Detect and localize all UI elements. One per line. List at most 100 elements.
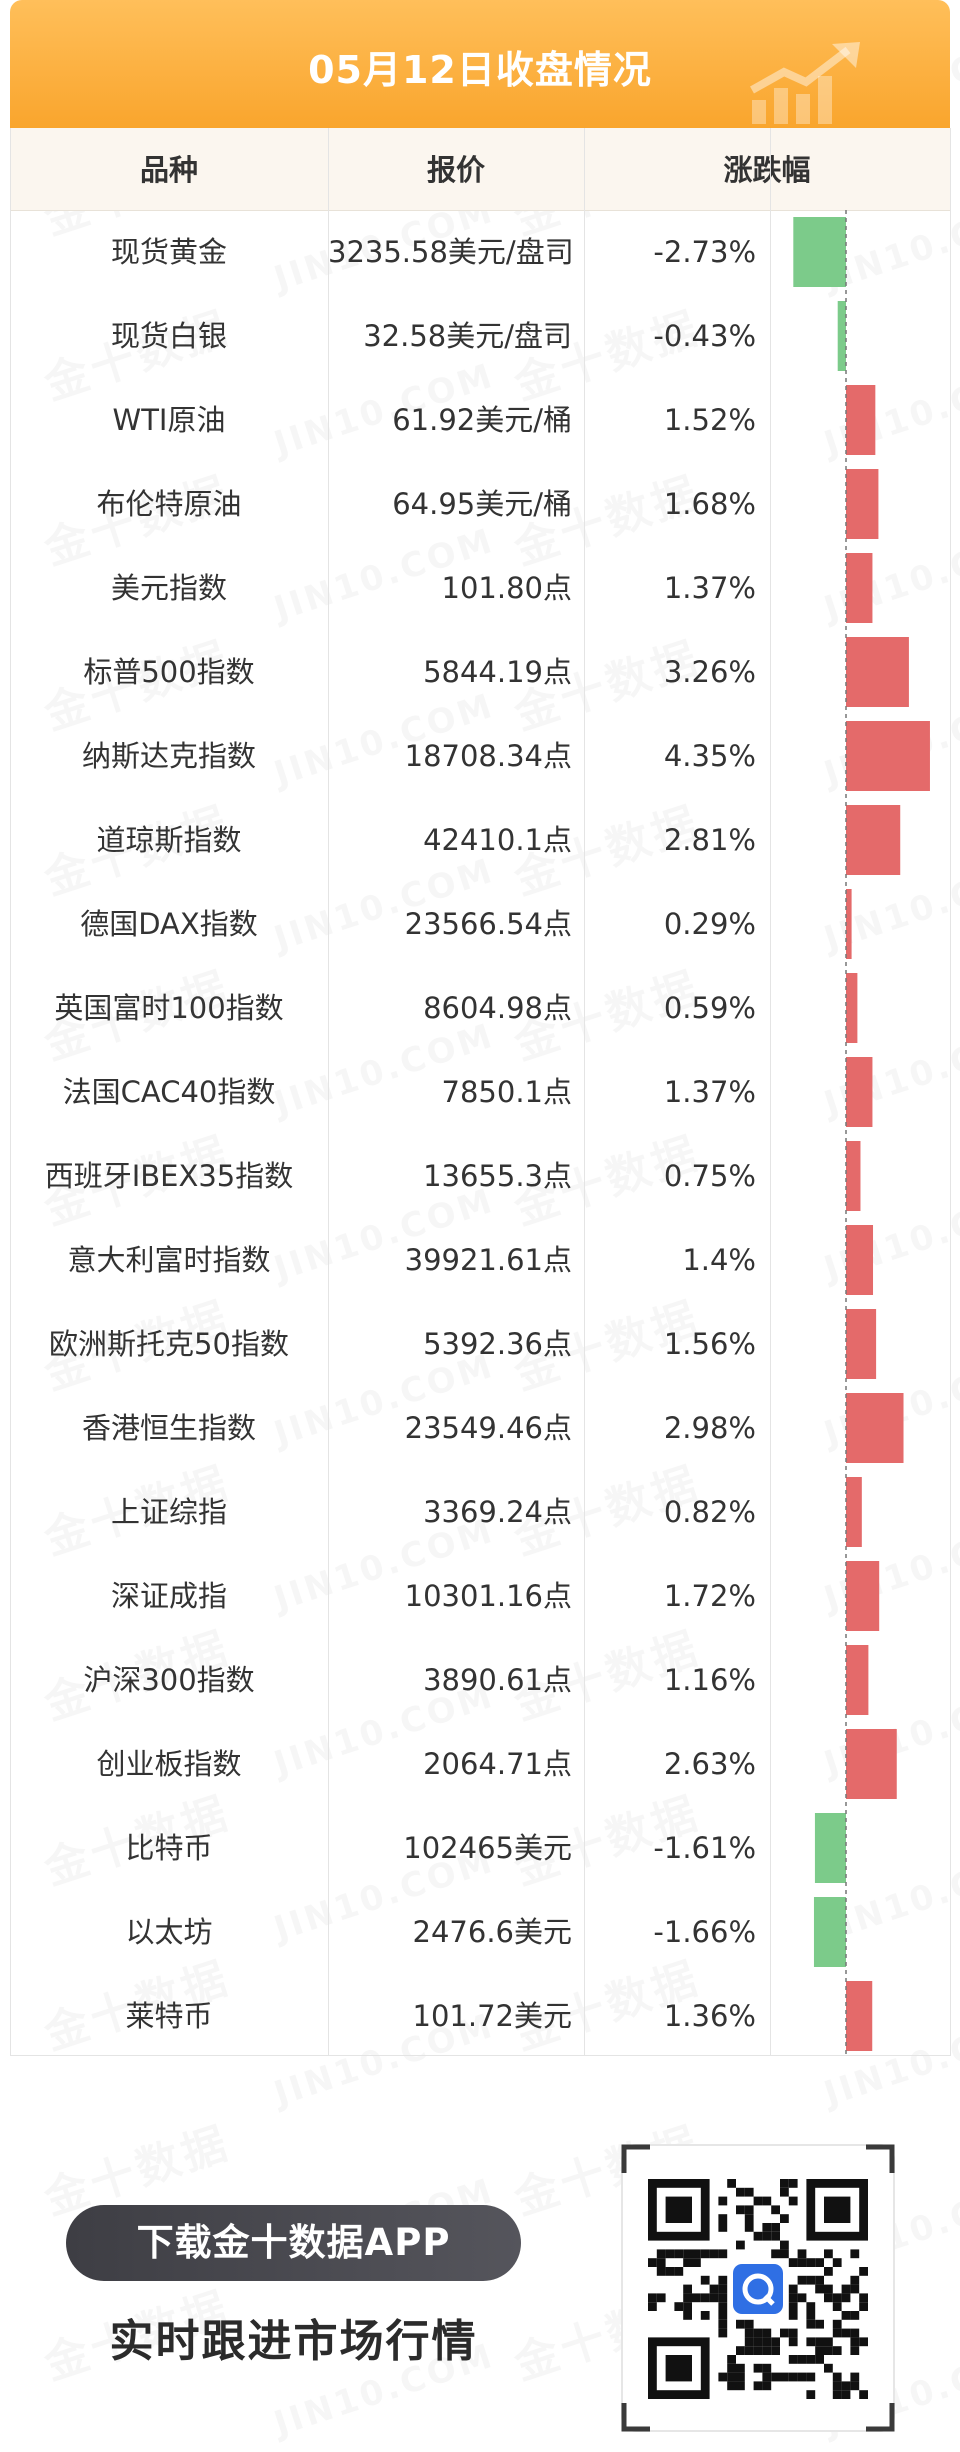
table-row: 美元指数 101.80点 1.37% (10, 546, 950, 630)
rising-chart-icon (750, 42, 860, 124)
instrument-name: WTI原油 (112, 403, 226, 437)
instrument-name: 德国DAX指数 (80, 907, 258, 941)
instrument-change: 4.35% (663, 739, 756, 773)
instrument-change: -1.61% (653, 1831, 756, 1865)
bar-创业板指数 (846, 1729, 897, 1799)
instrument-name: 法国CAC40指数 (62, 1075, 276, 1109)
table-row: 纳斯达克指数 18708.34点 4.35% (10, 714, 950, 798)
table-header: 品种 报价 涨跌幅 (10, 128, 950, 211)
instrument-price: 8604.98点 (423, 991, 572, 1025)
table-row: 道琼斯指数 42410.1点 2.81% (10, 798, 950, 882)
table-row: 标普500指数 5844.19点 3.26% (10, 630, 950, 714)
instrument-price: 3235.58美元/盘司 (328, 235, 574, 269)
table-row: 上证综指 3369.24点 0.82% (10, 1470, 950, 1554)
table-row: 英国富时100指数 8604.98点 0.59% (10, 966, 950, 1050)
qr-code-icon (621, 2144, 895, 2432)
instrument-price: 18708.34点 (404, 739, 572, 773)
table-row: 香港恒生指数 23549.46点 2.98% (10, 1386, 950, 1470)
bar-深证成指 (846, 1561, 880, 1631)
instrument-change: 0.29% (663, 907, 756, 941)
bar-美元指数 (846, 553, 873, 623)
instrument-change: 2.81% (663, 823, 756, 857)
table-row: 莱特币 101.72美元 1.36% (10, 1974, 950, 2058)
instrument-price: 13655.3点 (423, 1159, 572, 1193)
instrument-change: 1.37% (663, 1075, 756, 1109)
instrument-change: 1.16% (663, 1663, 756, 1697)
bar-纳斯达克指数 (846, 721, 930, 791)
bar-布伦特原油 (846, 469, 879, 539)
bar-香港恒生指数 (846, 1393, 904, 1463)
instrument-change: 2.98% (663, 1411, 756, 1445)
instrument-change: 0.75% (663, 1159, 756, 1193)
instrument-price: 39921.61点 (404, 1243, 572, 1277)
table-row: 德国DAX指数 23566.54点 0.29% (10, 882, 950, 966)
table-row: 以太坊 2476.6美元 -1.66% (10, 1890, 950, 1974)
bar-沪深300指数 (846, 1645, 869, 1715)
table-row: 深证成指 10301.16点 1.72% (10, 1554, 950, 1638)
instrument-price: 23566.54点 (404, 907, 572, 941)
instrument-price: 102465美元 (403, 1831, 572, 1865)
bar-上证综指 (846, 1477, 862, 1547)
bar-欧洲斯托克50指数 (846, 1309, 877, 1379)
table-row: 现货黄金 3235.58美元/盘司 -2.73% (10, 210, 950, 294)
table-border (10, 128, 951, 2056)
qr-code-card[interactable] (620, 2143, 896, 2433)
instrument-name: 英国富时100指数 (54, 991, 284, 1025)
table-row: 意大利富时指数 39921.61点 1.4% (10, 1218, 950, 1302)
instrument-price: 42410.1点 (423, 823, 572, 857)
instrument-name: 欧洲斯托克50指数 (49, 1327, 289, 1361)
download-app-button[interactable]: 下载金十数据APP (66, 2205, 521, 2281)
bar-道琼斯指数 (846, 805, 901, 875)
table-row: 欧洲斯托克50指数 5392.36点 1.56% (10, 1302, 950, 1386)
bar-以太坊 (813, 1897, 846, 1967)
bar-现货白银 (837, 301, 846, 371)
instrument-change: 3.26% (663, 655, 756, 689)
table-row: 现货白银 32.58美元/盘司 -0.43% (10, 294, 950, 378)
bar-WTI原油 (846, 385, 876, 455)
instrument-change: 1.68% (663, 487, 756, 521)
instrument-name: 西班牙IBEX35指数 (44, 1159, 294, 1193)
column-header-price: 报价 (426, 153, 485, 187)
instrument-name: 沪深300指数 (83, 1663, 255, 1697)
instrument-name: 深证成指 (110, 1579, 227, 1613)
table-row: 西班牙IBEX35指数 13655.3点 0.75% (10, 1134, 950, 1218)
instrument-price: 2476.6美元 (412, 1915, 572, 1949)
bar-现货黄金 (793, 217, 846, 287)
bar-法国CAC40指数 (846, 1057, 873, 1127)
instrument-name: 美元指数 (110, 571, 227, 605)
instrument-change: 1.56% (663, 1327, 756, 1361)
table-row: WTI原油 61.92美元/桶 1.52% (10, 378, 950, 462)
bar-德国DAX指数 (846, 889, 852, 959)
table-row: 布伦特原油 64.95美元/桶 1.68% (10, 462, 950, 546)
instrument-change: 0.59% (663, 991, 756, 1025)
instrument-change: -0.43% (653, 319, 756, 353)
instrument-change: 0.82% (663, 1495, 756, 1529)
instrument-price: 3369.24点 (423, 1495, 572, 1529)
instrument-name: 纳斯达克指数 (81, 739, 256, 773)
instrument-name: 创业板指数 (96, 1747, 242, 1781)
instrument-name: 现货白银 (110, 319, 227, 353)
instrument-name: 布伦特原油 (96, 487, 242, 521)
instrument-name: 以太坊 (125, 1915, 213, 1949)
page-title: 05月12日收盘情况 (308, 48, 652, 92)
instrument-price: 64.95美元/桶 (392, 487, 572, 521)
instrument-price: 5844.19点 (423, 655, 572, 689)
instrument-change: 1.36% (663, 1999, 756, 2033)
table-row: 法国CAC40指数 7850.1点 1.37% (10, 1050, 950, 1134)
instrument-change: 1.52% (663, 403, 756, 437)
instrument-name: 比特币 (125, 1831, 213, 1865)
bar-英国富时100指数 (846, 973, 858, 1043)
instrument-name: 上证综指 (110, 1495, 227, 1529)
promo-subtitle: 实时跟进市场行情 (109, 2316, 478, 2367)
bar-意大利富时指数 (846, 1225, 874, 1295)
instrument-name: 道琼斯指数 (96, 823, 242, 857)
bar-比特币 (814, 1813, 846, 1883)
instrument-price: 32.58美元/盘司 (363, 319, 572, 353)
bar-莱特币 (846, 1981, 873, 2051)
instrument-change: -2.73% (653, 235, 756, 269)
instrument-price: 5392.36点 (423, 1327, 572, 1361)
instrument-change: 1.72% (663, 1579, 756, 1613)
bar-标普500指数 (846, 637, 909, 707)
instrument-name: 香港恒生指数 (81, 1411, 256, 1445)
